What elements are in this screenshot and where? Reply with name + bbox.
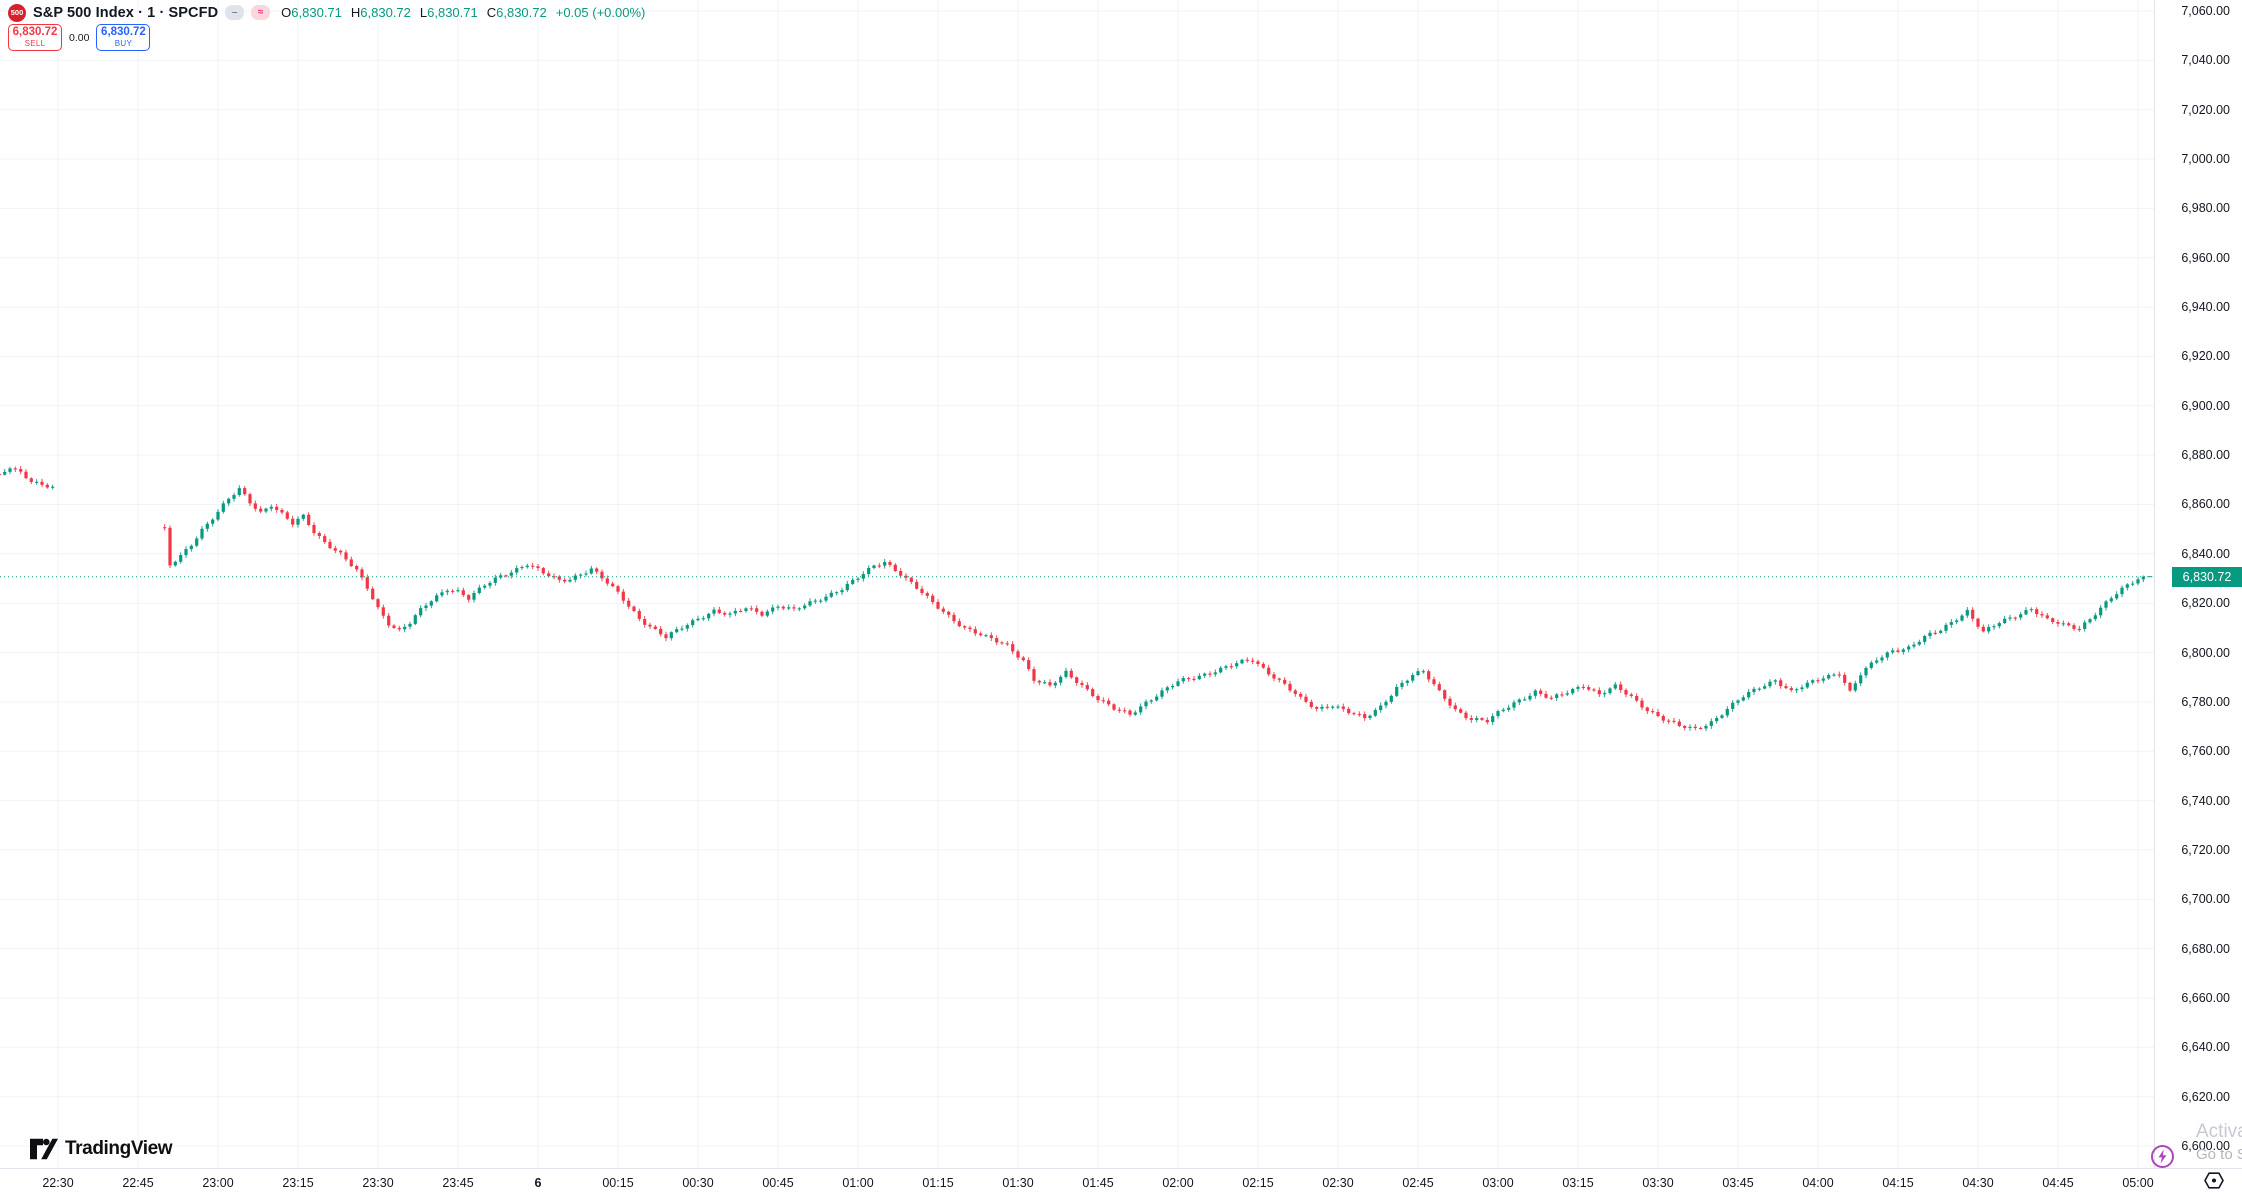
buy-price: 6,830.72: [101, 25, 146, 38]
time-axis-label: 02:15: [1242, 1176, 1274, 1190]
price-axis-label: 6,640.00: [2181, 1040, 2230, 1055]
price-axis-border[interactable]: [2154, 0, 2155, 1168]
delayed-data-icon: ≈: [251, 5, 271, 20]
price-axis-label: 7,040.00: [2181, 53, 2230, 68]
time-axis-label: 22:30: [42, 1176, 74, 1190]
open-value: 6,830.71: [291, 5, 342, 20]
time-axis-label: 02:30: [1322, 1176, 1354, 1190]
time-axis-label: 03:30: [1642, 1176, 1674, 1190]
time-axis-label: 22:45: [122, 1176, 154, 1190]
promo-text-line1[interactable]: Activa: [2196, 1121, 2242, 1142]
time-axis-label: 05:00: [2122, 1176, 2154, 1190]
time-axis-label: 04:15: [1882, 1176, 1914, 1190]
time-axis-label: 02:00: [1162, 1176, 1194, 1190]
price-axis-label: 6,880.00: [2181, 448, 2230, 463]
price-axis-label: 6,780.00: [2181, 694, 2230, 709]
promo-text-line2[interactable]: Go to S: [2196, 1146, 2242, 1163]
price-axis-label: 6,660.00: [2181, 990, 2230, 1005]
tradingview-logo-text: TradingView: [65, 1138, 173, 1159]
time-axis-label: 01:00: [842, 1176, 874, 1190]
last-price-badge: 6,830.72: [2172, 566, 2242, 587]
close-label: C: [486, 5, 497, 20]
spread-value: 0.00: [69, 31, 90, 44]
time-axis-label: 01:45: [1082, 1176, 1114, 1190]
lightning-icon[interactable]: [2150, 1144, 2175, 1174]
time-axis-label: 04:45: [2042, 1176, 2074, 1190]
time-axis-label: 01:30: [1002, 1176, 1034, 1190]
change-value: +0.05 (+0.00%): [555, 5, 646, 20]
price-axis-label: 7,000.00: [2181, 152, 2230, 167]
high-label: H: [350, 5, 361, 20]
price-axis-label: 6,920.00: [2181, 349, 2230, 364]
open-label: O: [281, 5, 292, 20]
time-axis-label: 00:15: [602, 1176, 634, 1190]
time-axis-label: 04:00: [1802, 1176, 1834, 1190]
axis-settings-icon[interactable]: [2204, 1171, 2224, 1195]
price-axis-label: 6,620.00: [2181, 1089, 2230, 1104]
price-axis-label: 6,940.00: [2181, 300, 2230, 315]
sell-price: 6,830.72: [12, 25, 58, 38]
time-axis-label: 03:45: [1722, 1176, 1754, 1190]
price-axis-label: 6,740.00: [2181, 793, 2230, 808]
time-axis-label: 23:00: [202, 1176, 234, 1190]
low-value: 6,830.71: [427, 5, 478, 20]
price-axis-label: 6,900.00: [2181, 398, 2230, 413]
time-axis-label: 00:30: [682, 1176, 714, 1190]
price-axis-label: 6,820.00: [2181, 596, 2230, 611]
price-axis-label: 7,020.00: [2181, 102, 2230, 117]
time-axis-label: 23:15: [282, 1176, 314, 1190]
price-axis-label: 6,720.00: [2181, 842, 2230, 857]
price-axis-label: 6,700.00: [2181, 892, 2230, 907]
time-axis-label: 04:30: [1962, 1176, 1994, 1190]
time-axis-label: 03:00: [1482, 1176, 1514, 1190]
price-axis-label: 6,980.00: [2181, 201, 2230, 216]
price-axis-label: 6,960.00: [2181, 250, 2230, 265]
sell-button[interactable]: 6,830.72 SELL: [8, 24, 62, 51]
symbol-title[interactable]: S&P 500 Index · 1 · SPCFD: [33, 4, 219, 21]
buy-label: BUY: [114, 39, 133, 49]
time-axis-label: 01:15: [922, 1176, 954, 1190]
time-axis-label: 23:30: [362, 1176, 394, 1190]
symbol-header: 500 S&P 500 Index · 1 · SPCFD – ≈ O6,830…: [8, 3, 645, 22]
time-axis-label: 23:45: [442, 1176, 474, 1190]
time-axis-border[interactable]: [0, 1168, 2242, 1169]
price-axis-label: 7,060.00: [2181, 4, 2230, 18]
time-axis-label: 02:45: [1402, 1176, 1434, 1190]
ohlc-values: O6,830.71 H6,830.72 L6,830.71 C6,830.72 …: [281, 5, 645, 20]
price-axis-label: 6,600.00: [2181, 1139, 2230, 1153]
symbol-logo: 500: [8, 3, 26, 22]
market-status-icon: –: [225, 5, 245, 20]
low-label: L: [419, 5, 428, 20]
price-axis-label: 6,800.00: [2181, 645, 2230, 660]
time-axis-label: 03:15: [1562, 1176, 1594, 1190]
close-value: 6,830.72: [496, 5, 547, 20]
trade-panel: 6,830.72 SELL 0.00 6,830.72 BUY: [8, 24, 151, 51]
tradingview-logo[interactable]: TradingView: [30, 1137, 173, 1161]
price-axis-label: 6,760.00: [2181, 744, 2230, 759]
sell-label: SELL: [24, 39, 46, 49]
price-axis-label: 6,680.00: [2181, 941, 2230, 956]
buy-button[interactable]: 6,830.72 BUY: [96, 24, 151, 51]
price-axis-label: 6,840.00: [2181, 546, 2230, 561]
time-axis-label: 00:45: [762, 1176, 794, 1190]
price-axis-label: 6,860.00: [2181, 497, 2230, 512]
time-axis-label: 6: [534, 1176, 542, 1190]
tradingview-logo-icon: [30, 1138, 58, 1160]
high-value: 6,830.72: [360, 5, 411, 20]
